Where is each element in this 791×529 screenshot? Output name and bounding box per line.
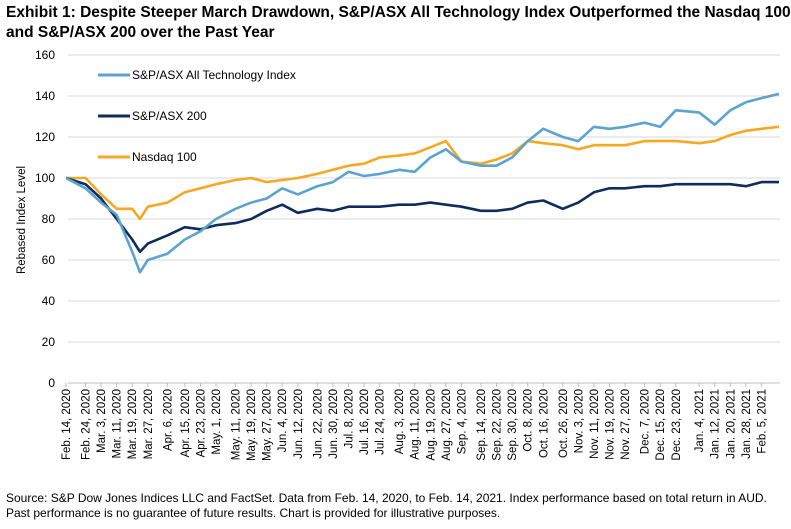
y-tick-label: 0: [48, 376, 55, 390]
y-axis-ticks: 0 20 40 60 80 100 120 140 160: [35, 48, 55, 390]
x-tick-label: May. 1, 2020: [211, 389, 223, 455]
y-tick-label: 100: [35, 171, 55, 185]
x-tick-label: Nov. 19, 2020: [605, 389, 617, 460]
legend-label: Nasdaq 100: [132, 150, 197, 164]
x-axis-ticks: Feb. 14, 2020 Feb. 24, 2020 Mar. 3, 2020 Ma…: [61, 383, 768, 461]
x-tick-label: Jan. 4, 2021: [694, 389, 706, 452]
x-tick-label: Oct. 8, 2020: [523, 389, 535, 452]
x-tick-label: Oct. 26, 2020: [558, 389, 570, 458]
x-tick-label: Mar. 11, 2020: [112, 389, 124, 458]
x-tick-label: May. 19, 2020: [246, 389, 258, 461]
x-tick-label: Apr. 6, 2020: [162, 389, 174, 451]
x-tick-label: Aug. 27, 2020: [441, 389, 453, 461]
x-tick-label: Jan. 12, 2021: [710, 389, 722, 459]
x-tick-label: Jul. 8, 2020: [343, 389, 355, 448]
y-tick-label: 160: [35, 48, 55, 62]
x-tick-label: Apr. 23, 2020: [195, 389, 207, 457]
x-tick-label: May. 27, 2020: [262, 389, 274, 461]
y-tick-label: 60: [42, 253, 56, 267]
x-tick-label: Nov. 3, 2020: [573, 389, 585, 453]
x-tick-label: Sep. 30, 2020: [507, 389, 519, 461]
legend-label: S&P/ASX 200: [132, 109, 207, 123]
x-tick-label: Feb. 24, 2020: [80, 389, 92, 460]
x-tick-label: Mar. 19, 2020: [127, 389, 139, 459]
x-tick-label: Feb. 14, 2020: [61, 389, 73, 460]
x-tick-label: Jan. 28, 2021: [741, 389, 753, 459]
legend-label: S&P/ASX All Technology Index: [132, 68, 296, 82]
x-tick-label: Dec. 23, 2020: [671, 389, 683, 461]
x-tick-label: Jun. 4, 2020: [277, 389, 289, 452]
x-tick-label: May. 11, 2020: [230, 389, 242, 460]
gridlines: [68, 54, 780, 384]
x-tick-label: Jan. 20, 2021: [725, 389, 737, 459]
series-line-s-p-asx-200: [65, 176, 779, 254]
x-tick-label: Oct. 16, 2020: [538, 389, 550, 458]
x-tick-label: Nov. 11, 2020: [589, 389, 601, 459]
x-tick-label: Jul. 16, 2020: [359, 389, 371, 455]
x-tick-label: Dec. 7, 2020: [640, 389, 652, 454]
x-tick-label: Jun. 22, 2020: [312, 389, 324, 459]
x-tick-label: Aug. 3, 2020: [394, 389, 406, 454]
x-tick-label: Sep. 14, 2020: [476, 389, 488, 461]
y-tick-label: 20: [42, 335, 56, 349]
series-line-s-p-asx-all-technology-index: [65, 92, 780, 274]
x-tick-label: Aug. 11, 2020: [410, 389, 422, 460]
y-tick-label: 140: [35, 89, 55, 103]
x-tick-label: Jun. 30, 2020: [328, 389, 340, 459]
x-tick-label: Jul. 24, 2020: [375, 389, 387, 455]
chart-title: Exhibit 1: Despite Steeper March Drawdow…: [6, 4, 791, 41]
x-tick-label: Nov. 27, 2020: [620, 389, 632, 460]
legend: S&P/ASX All Technology Index S&P/ASX 200 N…: [98, 68, 296, 164]
x-tick-label: Jun. 12, 2020: [293, 389, 305, 459]
series-lines: [65, 92, 780, 274]
x-tick-label: Mar. 27, 2020: [143, 389, 155, 459]
x-tick-label: Sep. 4, 2020: [456, 389, 468, 454]
x-tick-label: Mar. 3, 2020: [96, 389, 108, 453]
y-axis-label: Rebased Index Level: [16, 166, 28, 274]
footnote: Source: S&P Dow Jones Indices LLC and Fa…: [6, 491, 767, 520]
x-tick-label: Sep. 22, 2020: [492, 389, 504, 461]
x-tick-label: Dec. 15, 2020: [655, 389, 667, 461]
y-tick-label: 40: [42, 294, 56, 308]
x-tick-label: Aug. 19, 2020: [425, 389, 437, 461]
x-tick-label: Feb. 5, 2021: [756, 389, 768, 454]
x-tick-label: Apr. 15, 2020: [180, 389, 192, 457]
series-line-nasdaq-100: [66, 125, 780, 221]
y-tick-label: 80: [42, 212, 56, 226]
y-tick-label: 120: [35, 130, 55, 144]
